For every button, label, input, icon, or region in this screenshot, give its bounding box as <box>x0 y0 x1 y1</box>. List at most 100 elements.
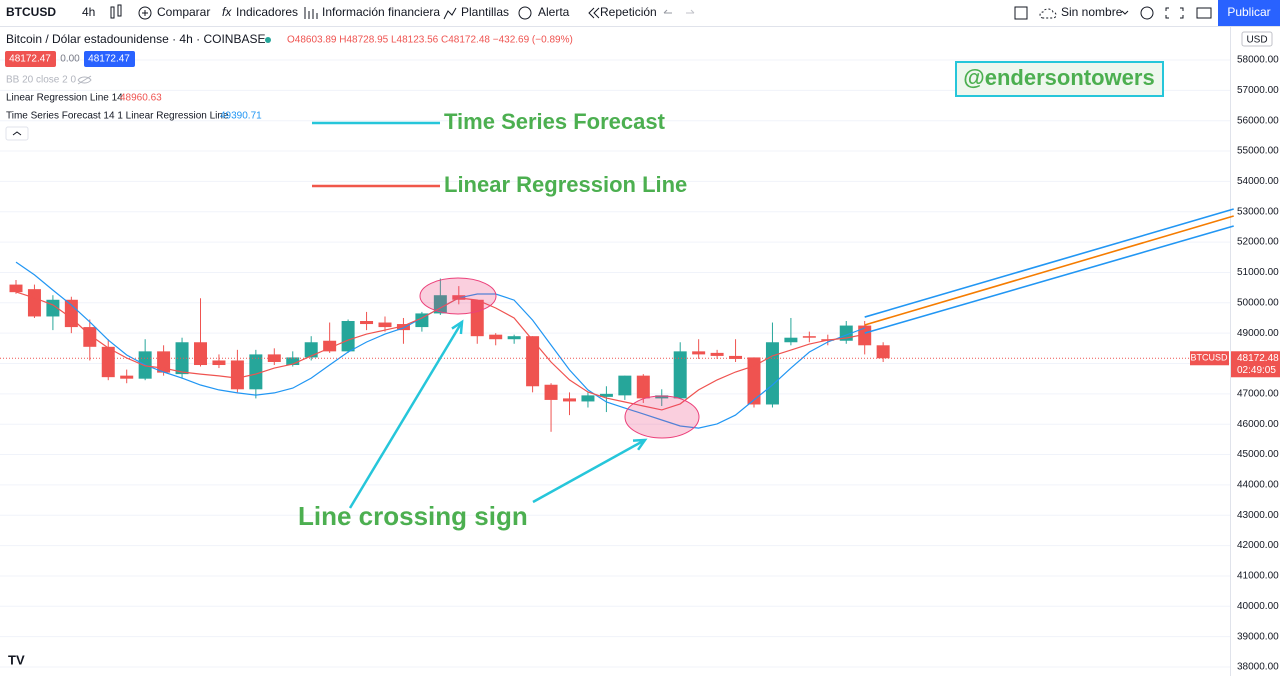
fullscreen-icon[interactable] <box>1165 7 1184 19</box>
countdown: 02:49:05 <box>1237 365 1276 376</box>
candle-body <box>323 340 337 352</box>
candle-body <box>581 395 595 402</box>
crossing-highlight <box>624 395 700 439</box>
financials-icon <box>304 7 318 19</box>
arrow <box>532 438 646 504</box>
y-tick-label: 45000.00 <box>1237 449 1279 460</box>
y-tick-label: 38000.00 <box>1237 662 1279 673</box>
interval[interactable]: 4h <box>82 5 95 19</box>
legend-title: Bitcoin / Dólar estadounidense · 4h · CO… <box>6 32 265 46</box>
redo-icon[interactable] <box>686 9 695 14</box>
toolbar-item[interactable]: Plantillas <box>461 5 509 19</box>
candle-body <box>858 325 872 346</box>
collapse-icon[interactable] <box>12 131 22 136</box>
candle-body <box>120 375 134 379</box>
publish-label[interactable]: Publicar <box>1227 5 1270 19</box>
toolbar-item[interactable]: Comparar <box>157 5 210 19</box>
settings-icon[interactable] <box>1140 6 1154 20</box>
toolbar-item[interactable]: Repetición <box>600 5 657 19</box>
candle-body <box>378 322 392 328</box>
candle-body <box>618 375 632 396</box>
bid[interactable]: 48172.47 <box>9 54 51 65</box>
candle-body <box>526 336 540 387</box>
candle-icon <box>110 6 115 19</box>
candle-body <box>230 360 244 390</box>
indicator-value: 49390.71 <box>220 111 262 122</box>
forecast-line <box>864 208 1234 318</box>
compare-icon <box>138 6 152 20</box>
indicators-icon: fx <box>222 5 232 19</box>
toolbar-item[interactable]: Alerta <box>538 5 570 19</box>
currency-box[interactable] <box>1241 31 1273 47</box>
ask[interactable]: 48172.47 <box>88 54 130 65</box>
collapse-button[interactable] <box>5 126 29 141</box>
candle-body <box>563 398 576 402</box>
indicator-name: Time Series Forecast 14 1 Linear Regress… <box>6 111 229 122</box>
y-tick-label: 58000.00 <box>1237 55 1279 66</box>
candle-body <box>286 357 300 366</box>
y-tick-label: 50000.00 <box>1237 297 1279 308</box>
watermark: @endersontowers <box>963 65 1154 90</box>
symbol[interactable]: BTCUSD <box>6 5 56 19</box>
symbol-tag-label: BTCUSD <box>1190 353 1228 363</box>
spread: 0.00 <box>60 54 80 65</box>
y-tick-label: 53000.00 <box>1237 206 1279 217</box>
y-tick-label: 49000.00 <box>1237 328 1279 339</box>
checkbox[interactable] <box>1014 6 1028 20</box>
arrow-head <box>451 319 464 335</box>
y-tick-label: 51000.00 <box>1237 267 1279 278</box>
annotation-label: Line crossing sign <box>298 501 528 531</box>
alert-icon <box>518 6 532 20</box>
candle-body <box>27 289 41 317</box>
annotation-legend-label: Time Series Forecast <box>444 109 666 134</box>
candle-body <box>304 342 318 358</box>
undo-icon[interactable] <box>663 9 672 14</box>
publish-button[interactable] <box>1218 0 1280 26</box>
layout-name[interactable]: Sin nombre <box>1061 5 1123 19</box>
hidden-icon[interactable] <box>77 75 92 85</box>
candle-body <box>396 324 410 331</box>
ohlc: O48603.89 H48728.95 L48123.56 C48172.48 … <box>287 35 573 46</box>
templates-icon <box>443 7 457 20</box>
candle-body <box>341 321 355 352</box>
candle-body <box>599 393 613 397</box>
arrow-head <box>632 438 648 451</box>
y-tick-label: 56000.00 <box>1237 115 1279 126</box>
dropdown-icon[interactable] <box>1121 10 1129 15</box>
candle-body <box>655 395 669 399</box>
candle-body <box>194 342 207 366</box>
indicator-name: BB 20 close 2 0 <box>6 75 76 86</box>
ask-box[interactable] <box>84 51 135 67</box>
y-tick-label: 47000.00 <box>1237 388 1279 399</box>
indicator-value: 48960.63 <box>120 93 162 104</box>
toolbar-item[interactable]: Información financiera <box>322 5 440 19</box>
y-tick-label: 44000.00 <box>1237 480 1279 491</box>
y-tick-label: 46000.00 <box>1237 419 1279 430</box>
tv-logo: TV <box>8 652 25 667</box>
candle-body <box>9 284 23 293</box>
currency[interactable]: USD <box>1246 35 1267 46</box>
candle-body <box>544 384 558 400</box>
y-tick-label: 54000.00 <box>1237 176 1279 187</box>
watermark-box <box>955 61 1164 97</box>
indicator-line <box>15 291 865 411</box>
candle-body <box>765 342 779 405</box>
toolbar <box>0 0 1280 26</box>
candle-body <box>673 351 687 399</box>
toolbar-item[interactable]: Indicadores <box>236 5 298 19</box>
toolbar-icons <box>110 4 1212 20</box>
bid-box[interactable] <box>5 51 56 67</box>
candle-body <box>710 352 724 356</box>
camera-icon[interactable] <box>1196 7 1212 19</box>
symbol-tag <box>1190 351 1229 366</box>
annotations: Time Series Forecast Linear Regression Li… <box>298 109 700 531</box>
crossing-highlight <box>419 277 497 315</box>
arrow <box>348 321 464 509</box>
candle-body <box>507 336 521 340</box>
candle-icon <box>117 4 122 17</box>
y-tick-label: 39000.00 <box>1237 631 1279 642</box>
candle-body <box>212 360 226 366</box>
